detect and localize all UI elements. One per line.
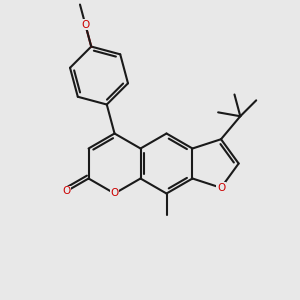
Text: O: O (81, 20, 89, 30)
Text: O: O (62, 186, 70, 196)
Text: O: O (217, 183, 225, 193)
Text: O: O (110, 188, 119, 199)
Text: O: O (110, 188, 119, 199)
Text: O: O (217, 183, 225, 193)
Text: O: O (81, 20, 89, 30)
Text: O: O (62, 186, 70, 196)
